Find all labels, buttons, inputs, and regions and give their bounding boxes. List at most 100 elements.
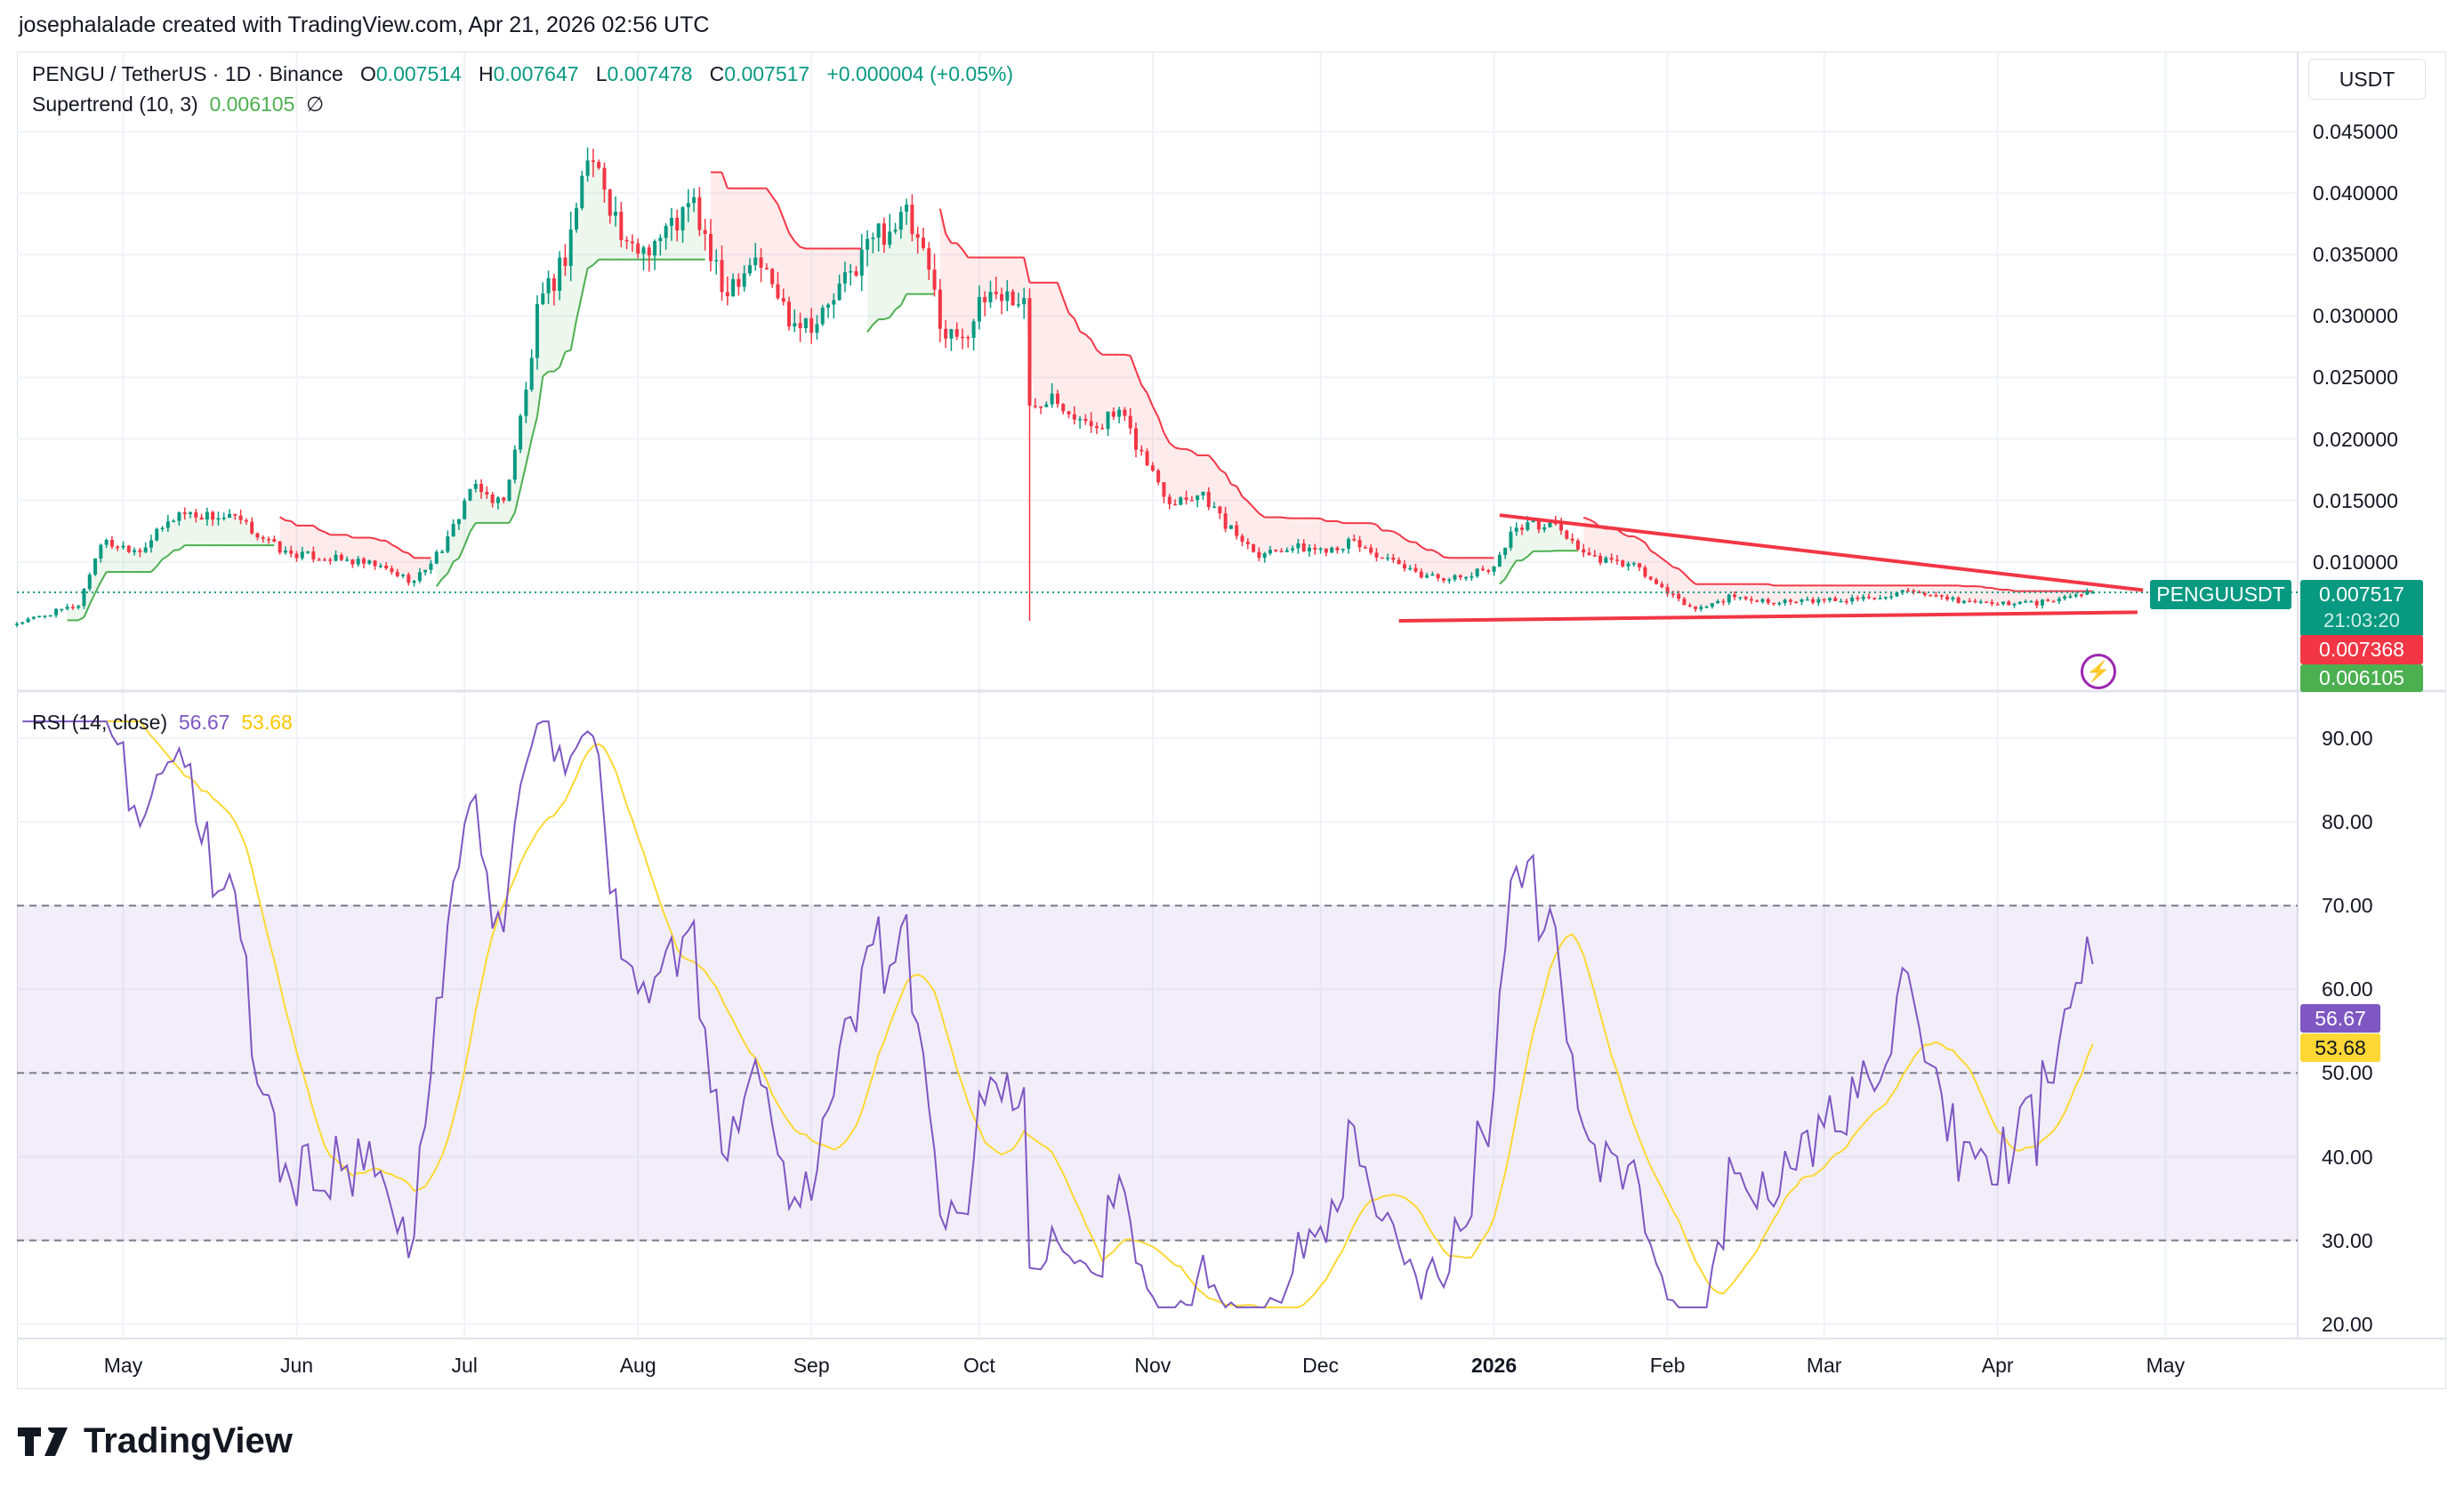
time-tick-label: Jun <box>279 1354 314 1377</box>
supertrend-fill <box>1276 517 1282 552</box>
supertrend-fill <box>167 520 174 556</box>
candle-body <box>630 241 634 244</box>
candle-body <box>244 519 248 522</box>
supertrend-segment <box>1582 516 1590 520</box>
supertrend-segment <box>1213 461 1221 471</box>
supertrend-fill <box>1527 521 1534 557</box>
rsi-ma-line <box>95 720 2094 1308</box>
candle-body <box>345 559 350 561</box>
supertrend-fill <box>324 532 331 560</box>
supertrend-legend[interactable]: Supertrend (10, 3) 0.006105 ∅ <box>32 92 324 117</box>
candle-body <box>328 559 333 561</box>
supertrend-segment <box>1186 447 1193 453</box>
supertrend-segment <box>1980 585 1987 589</box>
supertrend-segment <box>1281 516 1287 519</box>
candle-body <box>1531 520 1535 523</box>
supertrend-segment <box>167 550 174 557</box>
supertrend-fill <box>985 257 991 300</box>
candle-body <box>267 538 271 541</box>
candle-body <box>1951 597 1955 599</box>
supertrend-segment <box>1151 406 1160 418</box>
supertrend-segment <box>788 232 796 242</box>
candle-body <box>826 304 831 308</box>
candle-body <box>575 207 578 230</box>
time-tick-label: May <box>103 1354 143 1377</box>
supertrend-fill <box>2041 591 2049 603</box>
candle-body <box>356 559 360 565</box>
supertrend-fill <box>1113 354 1120 414</box>
supertrend-segment <box>513 488 522 513</box>
candle-body <box>1866 596 1871 599</box>
candle-body <box>1301 543 1306 551</box>
price-tick-label: 0.045000 <box>2313 120 2398 143</box>
trendline-horizontal-support <box>1398 610 2138 623</box>
candle-body <box>1357 540 1362 548</box>
candle-body <box>524 390 528 416</box>
supertrend-fill <box>369 537 375 564</box>
candle-body <box>1749 599 1753 601</box>
candle-body <box>1934 595 1938 597</box>
supertrend-fill <box>1796 585 1802 602</box>
candle-body <box>1694 606 1697 609</box>
supertrend-segment <box>565 349 572 353</box>
supertrend-fill <box>1421 546 1428 577</box>
candle-body <box>339 554 343 560</box>
rsi-legend[interactable]: RSI (14, close) 56.67 53.68 <box>32 711 293 735</box>
candle-body <box>15 623 19 625</box>
candle-body <box>1985 601 1989 603</box>
supertrend-fill <box>1068 312 1075 417</box>
candle-body <box>1027 298 1032 406</box>
candle-body <box>837 283 841 301</box>
candle-body <box>820 307 825 325</box>
candle-body <box>1167 496 1172 504</box>
supertrend-fill <box>1623 534 1629 566</box>
tradingview-logo-icon <box>18 1427 68 1456</box>
candle-body <box>988 292 993 302</box>
candle-body <box>407 575 411 583</box>
candle-body <box>842 272 847 284</box>
supertrend-fill <box>962 249 969 338</box>
candle-body <box>1206 491 1211 508</box>
candle-body <box>26 618 30 623</box>
time-tick-label: May <box>2146 1354 2186 1377</box>
candle-body <box>1939 595 1944 597</box>
supertrend-segment <box>156 559 164 567</box>
candle-body <box>199 517 204 520</box>
symbol-legend[interactable]: PENGU / TetherUS · 1D · Binance O0.00751… <box>32 62 1013 86</box>
supertrend-segment <box>1056 282 1065 299</box>
supertrend-fill <box>1035 282 1042 407</box>
supertrend-fill <box>777 204 784 301</box>
supertrend-fill <box>587 161 593 269</box>
supertrend-fill <box>565 247 571 352</box>
supertrend-fill <box>1628 535 1634 566</box>
supertrend-fill <box>1767 583 1775 604</box>
lightning-icon[interactable]: ⚡ <box>2081 654 2116 689</box>
supertrend-fill <box>1818 585 1824 601</box>
currency-button[interactable]: USDT <box>2308 59 2426 100</box>
supertrend-segment <box>407 552 415 559</box>
low-value: 0.007478 <box>607 62 693 85</box>
supertrend-segment <box>346 534 353 539</box>
candle-body <box>770 269 775 285</box>
candle-body <box>1458 575 1462 578</box>
candle-body <box>1542 527 1547 530</box>
supertrend-fill <box>1662 558 1668 591</box>
candle-body <box>126 545 131 552</box>
supertrend-fill <box>900 208 907 306</box>
candle-body <box>322 559 326 561</box>
candle-body <box>2090 592 2095 594</box>
supertrend-segment <box>1174 446 1181 450</box>
supertrend-fill <box>592 161 600 265</box>
candle-body <box>434 551 439 564</box>
candle-body <box>311 551 316 560</box>
candle-body <box>228 513 232 518</box>
candle-body <box>798 323 802 328</box>
tradingview-logo[interactable]: TradingView <box>18 1421 293 1461</box>
candle-body <box>1514 527 1518 532</box>
candle-body <box>1850 597 1855 602</box>
supertrend-fill <box>206 515 213 546</box>
hide-icon[interactable]: ∅ <box>306 92 325 116</box>
symbol-tag: PENGUUSDT <box>2150 580 2291 609</box>
candle-body <box>300 551 304 559</box>
